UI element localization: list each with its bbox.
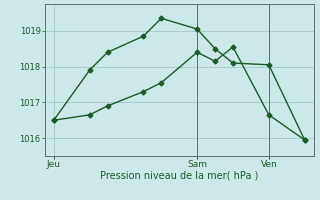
X-axis label: Pression niveau de la mer( hPa ): Pression niveau de la mer( hPa ) — [100, 171, 258, 181]
